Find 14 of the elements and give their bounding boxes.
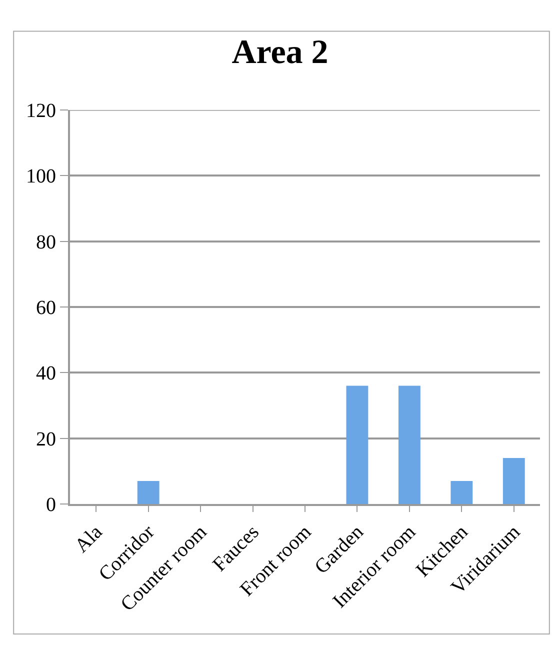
chart-title: Area 2 [232,34,328,72]
y-tick-label: 40 [36,362,56,385]
bar [346,386,368,504]
y-tick-label: 120 [26,100,56,122]
y-tick-label: 0 [46,494,56,516]
y-tick-label: 60 [36,297,56,319]
bar [398,386,420,504]
bar [502,458,525,504]
bar [137,481,160,504]
bar [450,481,473,504]
y-tick-label: 80 [36,231,56,254]
y-tick-label: 100 [26,166,56,188]
x-tick-label: Ala [70,520,107,558]
y-tick-label: 20 [36,428,56,450]
